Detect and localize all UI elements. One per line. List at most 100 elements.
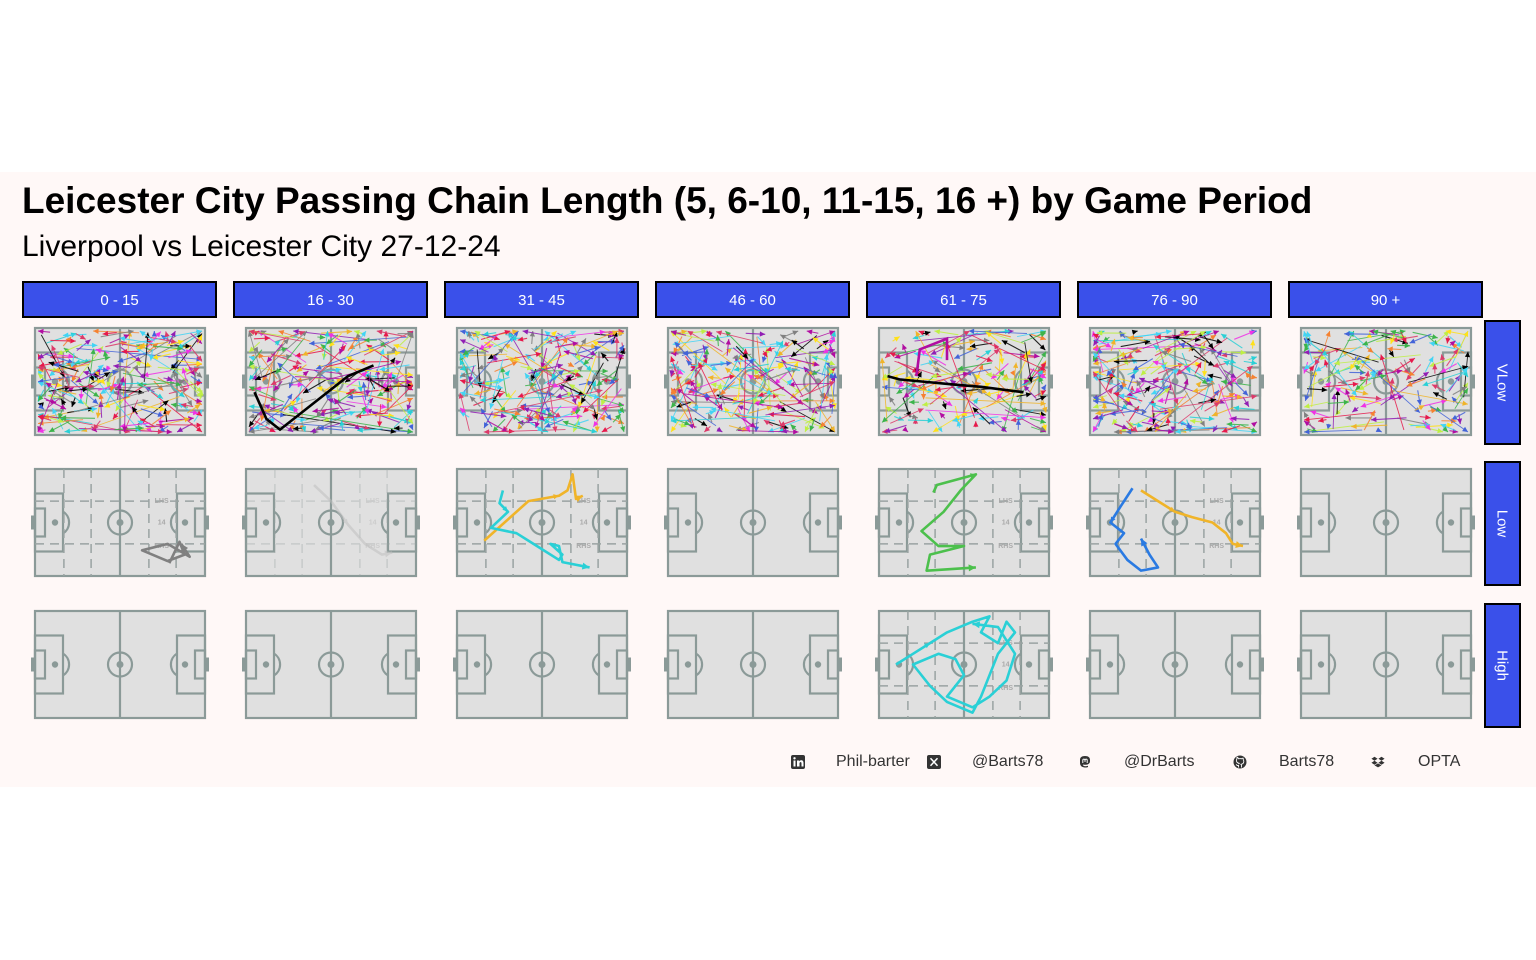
pass-arrowhead (177, 345, 183, 351)
pass-arrowhead (593, 420, 599, 427)
pass-arrowhead (555, 412, 562, 418)
pass-arrowhead (806, 329, 813, 335)
pass-arrowhead (1242, 389, 1249, 396)
pass-arrowhead (121, 348, 127, 355)
pass-line (592, 388, 622, 428)
pass-arrowhead (974, 374, 981, 380)
pass-arrowhead (516, 408, 523, 414)
pass-arrowhead (1455, 341, 1462, 348)
pass-arrowhead (379, 366, 386, 372)
pass-arrowhead (551, 373, 557, 380)
pass-arrowhead (893, 336, 900, 342)
goal (1086, 515, 1090, 530)
pass-arrowhead (1462, 426, 1468, 432)
penalty-arc (1013, 510, 1022, 535)
pass-arrowhead (1127, 352, 1134, 359)
pass-arrowhead (612, 375, 619, 381)
penalty-arc (380, 510, 389, 535)
pass-line (493, 390, 517, 419)
pass-arrowhead (574, 495, 583, 502)
pass-arrowhead (308, 376, 314, 382)
goal (1086, 374, 1090, 389)
pass-chain-line (140, 540, 191, 564)
pass-line (804, 357, 825, 399)
pass-arrowhead (677, 369, 684, 375)
pass-arrowhead (952, 417, 959, 423)
pass-arrowhead (1105, 342, 1112, 348)
zone-label: RHS (1209, 543, 1224, 550)
pass-arrowhead (253, 424, 260, 430)
column-strip: 46 - 60 (655, 281, 850, 318)
penalty-arc (1013, 652, 1022, 677)
column-strip-box (444, 281, 639, 318)
centre-circle (528, 651, 556, 678)
pass-arrowhead (460, 390, 466, 397)
pass-arrowhead (777, 360, 784, 367)
pass-arrowhead (354, 330, 360, 336)
pass-arrowhead (1315, 366, 1322, 372)
pass-arrowhead (829, 426, 835, 432)
pass-chain (140, 540, 191, 564)
pass-arrowhead (1377, 370, 1383, 377)
pass-arrowhead (249, 413, 255, 419)
pass-arrowhead (504, 370, 510, 377)
pass-arrowhead (671, 330, 677, 336)
pass-arrowhead (1160, 364, 1167, 371)
pass-arrowhead (930, 349, 937, 355)
pass-line (514, 404, 625, 411)
pass-arrowhead (1157, 397, 1164, 403)
pass-arrowhead (1207, 373, 1214, 379)
pass-arrowhead (986, 331, 993, 338)
penalty-spot (1236, 519, 1244, 526)
column-strip-label: 46 - 60 (729, 292, 776, 309)
pass-arrowhead (1375, 427, 1382, 432)
pass-arrowhead (249, 374, 255, 381)
pass-arrowhead (704, 426, 711, 432)
pass-arrowhead (249, 364, 255, 370)
pass-arrowhead (1456, 418, 1463, 425)
pass-arrowhead (357, 427, 363, 433)
pass-line (528, 364, 564, 374)
pass-line (376, 397, 414, 415)
pass-arrowhead (355, 332, 361, 339)
pass-arrowhead (249, 404, 255, 410)
pass-arrowhead (60, 404, 67, 410)
pass-arrowhead (764, 367, 771, 373)
pass-arrowhead (113, 363, 119, 369)
pass-arrowhead (535, 351, 542, 357)
pass-arrowhead (618, 353, 624, 359)
pass-arrowhead (1406, 381, 1413, 387)
pass-arrowhead (753, 426, 760, 432)
pass-arrowhead (909, 399, 915, 405)
centre-circle (1372, 368, 1400, 395)
pass-line (737, 430, 799, 433)
pass-arrowhead (1425, 424, 1431, 431)
pass-line (1303, 411, 1376, 421)
pass-arrowhead (558, 384, 565, 391)
penalty-arc (695, 652, 704, 677)
column-strip: 61 - 75 (866, 281, 1061, 318)
pass-arrowhead (680, 422, 687, 428)
pitch (1297, 467, 1475, 578)
pass-arrowhead (1027, 376, 1034, 383)
zone-label: LHS (155, 498, 169, 505)
pass-arrowhead (140, 418, 147, 424)
pass-arrowhead (266, 356, 273, 363)
goal (627, 374, 631, 389)
penalty-arc (484, 510, 493, 535)
pass-arrowhead (67, 387, 74, 393)
penalty-arc (484, 652, 493, 677)
pass-arrowhead (529, 331, 535, 337)
pass-arrowhead (999, 358, 1005, 365)
pass-arrowhead (483, 422, 489, 429)
pass-line (545, 363, 557, 433)
pass-arrowhead (1221, 427, 1228, 433)
pass-line (961, 393, 1024, 416)
row-strip: High (1484, 603, 1521, 728)
pass-arrowhead (296, 366, 303, 372)
pass-arrowhead (1042, 406, 1048, 413)
centre-spot (116, 519, 124, 526)
column-strip: 0 - 15 (22, 281, 217, 318)
pass-arrowhead (726, 360, 732, 367)
pass-arrowhead (777, 404, 784, 410)
